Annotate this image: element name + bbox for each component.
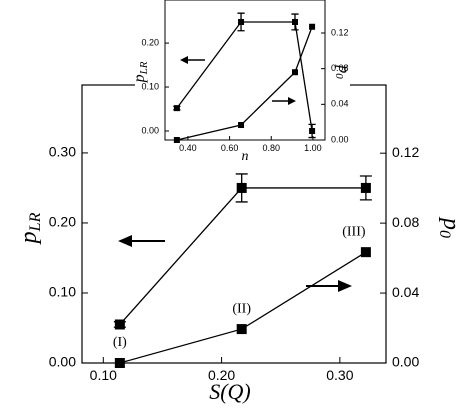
inset-y2-tick-label: 0.04	[331, 99, 349, 109]
inset-x-tick-label: 0.40	[179, 143, 197, 153]
main-y-tick-label: 0.30	[49, 144, 76, 160]
inset-chart: 0.40 0.60 0.80 1.00 0.00 0.10 0.20 0.00 0.04 0.08…	[141, 12, 349, 153]
y-axis-label: pLR	[16, 212, 44, 245]
y-axis-label-main: p	[16, 231, 42, 245]
inset-marker	[292, 69, 298, 76]
main-marker	[360, 247, 371, 258]
annotation: (III)	[342, 224, 366, 239]
main-y-tick-label: 0.10	[49, 284, 76, 300]
main-y2-tick-label: 0.04	[392, 284, 419, 300]
inset-x-tick-label: 0.60	[221, 143, 239, 153]
inset-frame	[164, 0, 326, 141]
main-marker	[236, 182, 247, 193]
inset-arrow-right	[272, 97, 296, 105]
inset-marker	[173, 137, 180, 143]
inset-marker	[173, 105, 180, 112]
x-axis-label: S(Q)	[209, 379, 251, 404]
main-y2-tick-label: 0.00	[392, 354, 419, 370]
inset-y2-tick-label: 0.00	[331, 134, 349, 144]
inset-x-tick-label: 0.80	[262, 143, 280, 153]
main-marker	[114, 319, 125, 330]
main-marker	[236, 324, 247, 335]
inset-series-line	[176, 26, 313, 141]
inset-y2-tick-label: 0.08	[331, 63, 349, 73]
inset-y-axis-label-main: p	[131, 74, 148, 83]
inset-y-tick-label: 0.10	[141, 81, 159, 91]
inset-marker	[309, 23, 316, 30]
inset-y2-tick-label: 0.12	[331, 27, 349, 37]
inset-marker	[309, 127, 316, 134]
inset-y-axis-label: pLR	[131, 61, 150, 83]
inset-y2-axis-label: p0	[333, 64, 352, 79]
inset-series-line	[176, 21, 313, 132]
annotation: (I)	[113, 335, 127, 350]
inset-marker	[292, 18, 298, 25]
y-axis-label-sub: LR	[27, 212, 44, 232]
inset-y2-axis-label-sub: 0	[333, 73, 345, 79]
inset-marker	[238, 122, 245, 129]
inset-y-tick-label: 0.00	[141, 125, 159, 135]
main-marker	[360, 182, 371, 193]
inset-x-axis-label: n	[242, 149, 249, 164]
main-marker	[114, 358, 125, 368]
main-x-tick-label: 0.10	[90, 367, 117, 383]
inset-x-tick-label: 1.00	[304, 143, 322, 153]
main-y-tick-label: 0.20	[49, 214, 76, 230]
inset-y2-axis-label-main: p	[335, 64, 352, 73]
arrow-right	[306, 280, 352, 292]
inset-arrow-left	[180, 56, 205, 64]
y2-axis-label-main: p	[438, 216, 464, 230]
main-chart: 0.10 0.20 0.30 0.00 0.10 0.20 0.30 0.00 0.04 0.08…	[49, 144, 420, 383]
inset-y-axis-label-sub: LR	[138, 61, 150, 75]
main-y2-tick-label: 0.08	[392, 214, 419, 230]
annotation: (II)	[232, 301, 251, 316]
inset-marker	[238, 18, 245, 25]
main-y-tick-label: 0.00	[49, 354, 76, 370]
y2-axis-label-sub: 0	[436, 230, 453, 238]
main-x-tick-label: 0.20	[208, 367, 235, 383]
main-x-tick-label: 0.30	[326, 367, 353, 383]
arrow-left	[118, 235, 165, 247]
inset-y-tick-label: 0.20	[141, 37, 159, 47]
main-y2-tick-label: 0.12	[392, 144, 419, 160]
y2-axis-label: p0	[436, 216, 464, 238]
